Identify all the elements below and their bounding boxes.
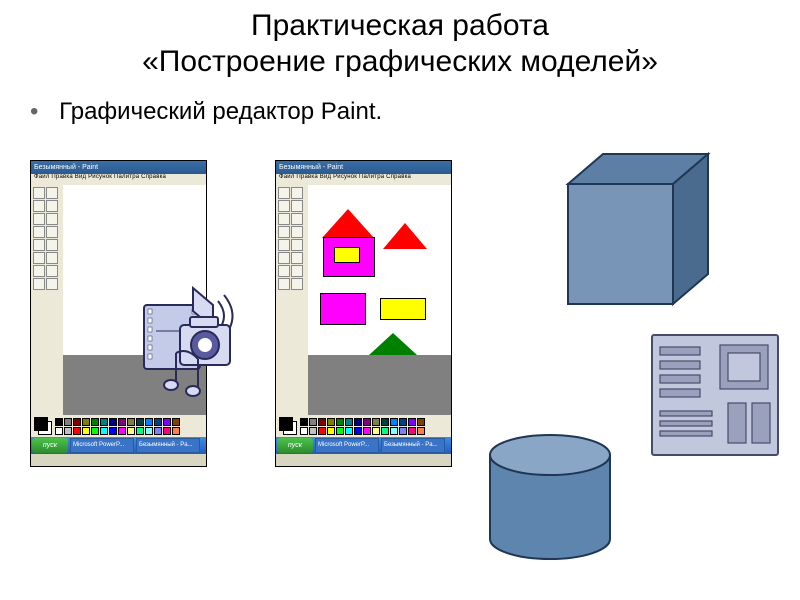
shape-yellow-rect [380, 298, 426, 320]
shape-triangle [383, 223, 427, 249]
shape-house-roof [322, 209, 374, 238]
paint-palette-2 [276, 415, 451, 437]
motherboard-icon [650, 333, 780, 457]
taskbar-1: пуск Microsoft PowerP... Безымянный - Pa… [31, 437, 206, 454]
shape-tree-trunk [390, 383, 396, 393]
shape-house-window [334, 247, 360, 263]
paint-menubar: Файл Правка Вид Рисунок Палитра Справка [276, 174, 451, 185]
start-button[interactable]: пуск [277, 438, 313, 453]
start-button[interactable]: пуск [32, 438, 68, 453]
taskbar-task[interactable]: Безымянный - Pa... [381, 438, 445, 453]
paint-menubar: Файл Правка Вид Рисунок Палитра Справка [31, 174, 206, 185]
paint-titlebar: Безымянный - Paint [276, 161, 451, 174]
paint-toolbox [276, 185, 308, 415]
taskbar-task[interactable]: Безымянный - Pa... [136, 438, 200, 453]
slide-title: Практическая работа «Построение графичес… [0, 0, 800, 80]
paint-window-2: Безымянный - Paint Файл Правка Вид Рисун… [275, 160, 452, 467]
multimedia-clipart-icon [138, 283, 248, 398]
shape-tree-tier [365, 347, 421, 371]
shape-tree-tier [359, 361, 427, 387]
title-line1: Практическая работа [251, 9, 549, 42]
taskbar-2: пуск Microsoft PowerP... Безымянный - Pa… [276, 437, 451, 454]
paint-toolbox [31, 185, 63, 415]
cube-3d-icon [538, 149, 713, 314]
cylinder-3d-icon [480, 433, 620, 563]
shape-pink-rect [320, 293, 366, 325]
taskbar-task[interactable]: Microsoft PowerP... [70, 438, 134, 453]
palette-row-2 [300, 418, 425, 435]
stage: Безымянный - Paint Файл Правка Вид Рисун… [0, 155, 800, 600]
paint-titlebar: Безымянный - Paint [31, 161, 206, 174]
palette-row-1 [55, 418, 180, 435]
bullet-paint: Графический редактор Paint. [30, 98, 800, 126]
paint-canvas-2 [308, 185, 451, 415]
paint-palette-1 [31, 415, 206, 437]
title-line2: «Построение графических моделей» [142, 45, 658, 78]
taskbar-task[interactable]: Microsoft PowerP... [315, 438, 379, 453]
